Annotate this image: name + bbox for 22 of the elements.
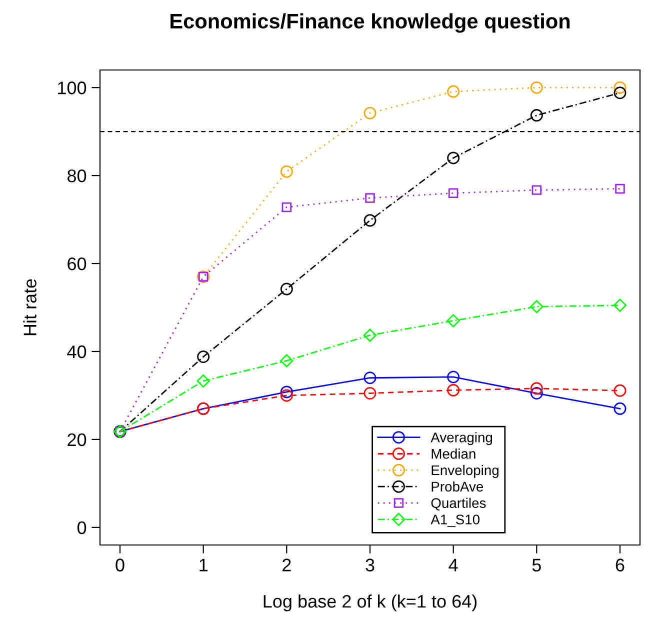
- x-tick-label: 5: [532, 558, 541, 572]
- y-tick-label: 40: [67, 345, 86, 358]
- x-tick-label: 0: [116, 558, 124, 572]
- y-tick-label: 100: [58, 82, 86, 94]
- y-tick-label: 60: [68, 257, 86, 270]
- y-tick-label: 80: [68, 169, 86, 182]
- legend-label: Median: [432, 448, 476, 459]
- x-tick-label: 4: [448, 558, 458, 572]
- chart-title: Economics/Finance knowledge question: [170, 13, 570, 33]
- legend-label: A1_S10: [430, 514, 480, 528]
- x-tick-label: 6: [616, 558, 624, 572]
- legend-label: Quartiles: [431, 498, 486, 510]
- legend-label: ProbAve: [432, 481, 484, 492]
- legend-label: Enveloping: [432, 464, 498, 478]
- x-tick-label: 3: [366, 558, 374, 572]
- legend-label: Averaging: [430, 432, 492, 446]
- x-tick-label: 1: [200, 558, 208, 572]
- x-axis-title: Log base 2 of k (k=1 to 64): [264, 594, 477, 612]
- x-tick-label: 2: [282, 558, 291, 572]
- y-tick-label: 0: [77, 521, 86, 534]
- y-tick-label: 20: [68, 433, 86, 446]
- y-axis-title: Hit rate: [23, 279, 36, 336]
